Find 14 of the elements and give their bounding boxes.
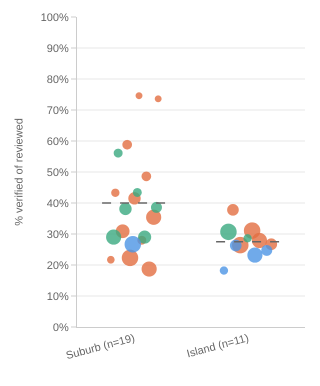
y-tick-label: 0%	[52, 322, 70, 334]
y-tick-label: 40%	[46, 198, 70, 210]
y-tick-label: 100%	[40, 12, 70, 24]
y-tick-label: 30%	[46, 228, 70, 241]
x-tick-label: Suburb (n=19)	[64, 332, 136, 362]
y-tick-label: 60%	[46, 136, 70, 148]
x-tick-label: Island (n=11)	[186, 332, 250, 360]
y-axis-title: % verified of reviewed	[13, 118, 26, 226]
y-tick-label: 90%	[46, 42, 70, 55]
y-tick-label: 70%	[46, 104, 70, 117]
y-tick-label: 80%	[46, 74, 70, 86]
y-tick-label: 50%	[46, 166, 70, 179]
y-tick-label: 10%	[46, 290, 70, 303]
y-tick-label: 20%	[46, 260, 70, 272]
